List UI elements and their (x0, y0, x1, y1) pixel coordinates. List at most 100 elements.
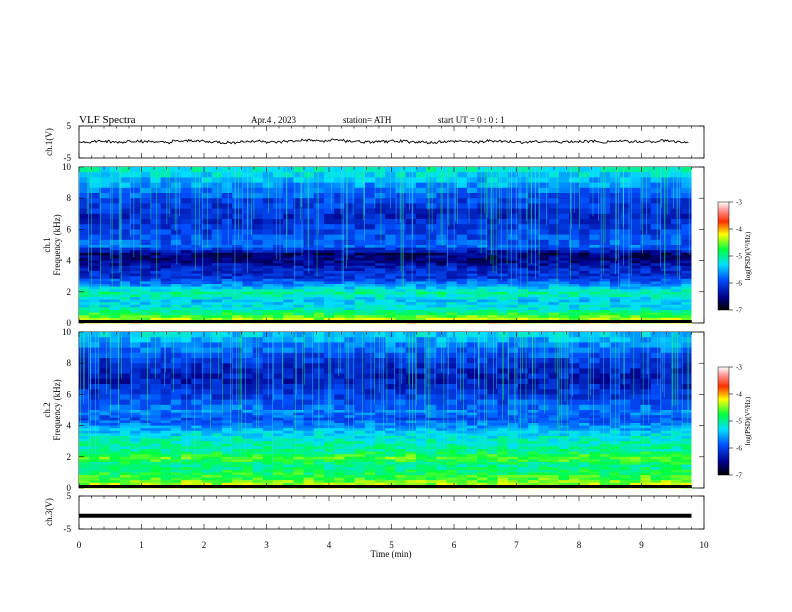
spectrogram-cell (436, 315, 447, 319)
spectrogram-cell (436, 294, 447, 298)
spectrogram-cell (415, 213, 427, 220)
spectrogram-cell (181, 247, 192, 251)
spectrogram-cell (446, 430, 458, 434)
spectrogram-cell (395, 459, 407, 463)
spectrogram-cell (201, 286, 213, 290)
spectrogram-cell (303, 462, 315, 466)
spectrogram-cell (364, 255, 376, 259)
spectrogram-cell (181, 255, 192, 259)
spectrogram-cell (589, 363, 601, 369)
spectrogram-cell (681, 304, 692, 308)
spectrogram-cell (640, 268, 652, 272)
spectrogram-cell (364, 268, 376, 272)
spectrogram-cell (517, 268, 529, 272)
spectrogram-cell (517, 247, 529, 251)
spectrogram-cell (609, 273, 621, 277)
spectrogram-cell (99, 358, 111, 364)
spectrogram-cell (681, 239, 692, 246)
spectrogram-cell (303, 420, 315, 424)
spectrogram-cell (283, 368, 294, 375)
spectrogram-cell (487, 317, 499, 321)
spectrogram-cell (456, 342, 468, 349)
spectrogram-cell (109, 332, 121, 338)
spectrogram-cell (170, 193, 182, 199)
spectrogram-cell (630, 454, 641, 458)
spectrogram-cell (589, 281, 601, 285)
spectrogram-cell (344, 410, 356, 414)
spectrogram-cell (589, 332, 601, 338)
spectrogram-cell (660, 347, 672, 354)
spectrogram-cell (671, 307, 682, 311)
spectrogram-cell (170, 315, 182, 319)
spectrogram-cell (385, 255, 396, 259)
spectrogram-cell (283, 299, 294, 303)
spectrogram-cell (140, 291, 151, 295)
spectrogram-cell (283, 449, 294, 453)
spectrogram-cell (660, 299, 672, 303)
spectrogram-cell (242, 451, 254, 455)
spectrogram-cell (252, 430, 264, 434)
spectrogram-cell (354, 307, 366, 311)
spectrogram-cell (558, 384, 570, 390)
spectrogram-cell (140, 299, 151, 303)
spectrogram-cell (99, 415, 111, 419)
spectrogram-cell (324, 294, 335, 298)
spectrogram-cell (130, 294, 141, 298)
spectrogram-cell (538, 449, 550, 453)
spectrogram-cell (620, 415, 631, 419)
spectrogram-cell (456, 247, 468, 251)
spectrogram-cell (579, 363, 590, 369)
spectrogram-cell (385, 265, 396, 269)
spectrogram-cell (456, 394, 468, 401)
spectrogram-cell (232, 234, 243, 241)
spectrogram-cell (89, 203, 100, 210)
spectrogram-cell (211, 417, 223, 421)
spectrogram-cell (181, 258, 192, 262)
spectrogram-cell (89, 342, 100, 349)
spectrogram-cell (477, 276, 488, 280)
spectrogram-cell (477, 224, 488, 230)
spectrogram-cell (79, 404, 90, 411)
spectrogram-cell (364, 289, 376, 293)
spectrogram-cell (395, 337, 407, 343)
spectrogram-cell (681, 436, 692, 440)
spectrogram-cell (89, 420, 100, 424)
spectrogram-cell (569, 239, 580, 246)
spectrogram-cell (354, 373, 366, 380)
spectrogram-cell (324, 454, 335, 458)
spectrogram-cell (262, 317, 274, 321)
spectrogram-cell (681, 315, 692, 319)
spectrogram-cell (150, 297, 162, 301)
spectrogram-cell (160, 456, 172, 460)
spectrogram-cell (99, 247, 111, 251)
spectrogram-cell (487, 307, 499, 311)
spectrogram-cell (579, 294, 590, 298)
spectrogram-cell (344, 451, 356, 455)
spectrogram-cell (293, 449, 305, 453)
spectrogram-cell (242, 289, 254, 293)
spectrogram-cell (426, 420, 437, 424)
spectrogram-cell (446, 449, 458, 453)
spectrogram-cell (109, 420, 121, 424)
spectrogram-cell (79, 234, 90, 241)
spectrogram-cell (181, 358, 192, 364)
spectrogram-cell (160, 347, 172, 354)
spectrogram-cell (436, 208, 447, 215)
spectrogram-cell (181, 342, 192, 349)
spectrogram-cell (170, 307, 182, 311)
spectrogram-cell (385, 198, 396, 204)
spectrogram-cell (599, 284, 611, 288)
spectrogram-cell (671, 399, 682, 406)
spectrogram-cell (293, 284, 305, 288)
spectrogram-cell (446, 167, 458, 173)
spectrogram-cell (650, 252, 662, 256)
spectrogram-cell (364, 441, 376, 445)
spectrogram-cell (385, 268, 396, 272)
spectrogram-cell (272, 307, 284, 311)
spectrogram-cell (283, 250, 294, 254)
spectrogram-cell (375, 347, 386, 354)
spectrogram-cell (334, 177, 345, 184)
spectrogram-cell (487, 417, 499, 421)
spectrogram-cell (109, 252, 121, 256)
spectrogram-cell (334, 258, 345, 262)
